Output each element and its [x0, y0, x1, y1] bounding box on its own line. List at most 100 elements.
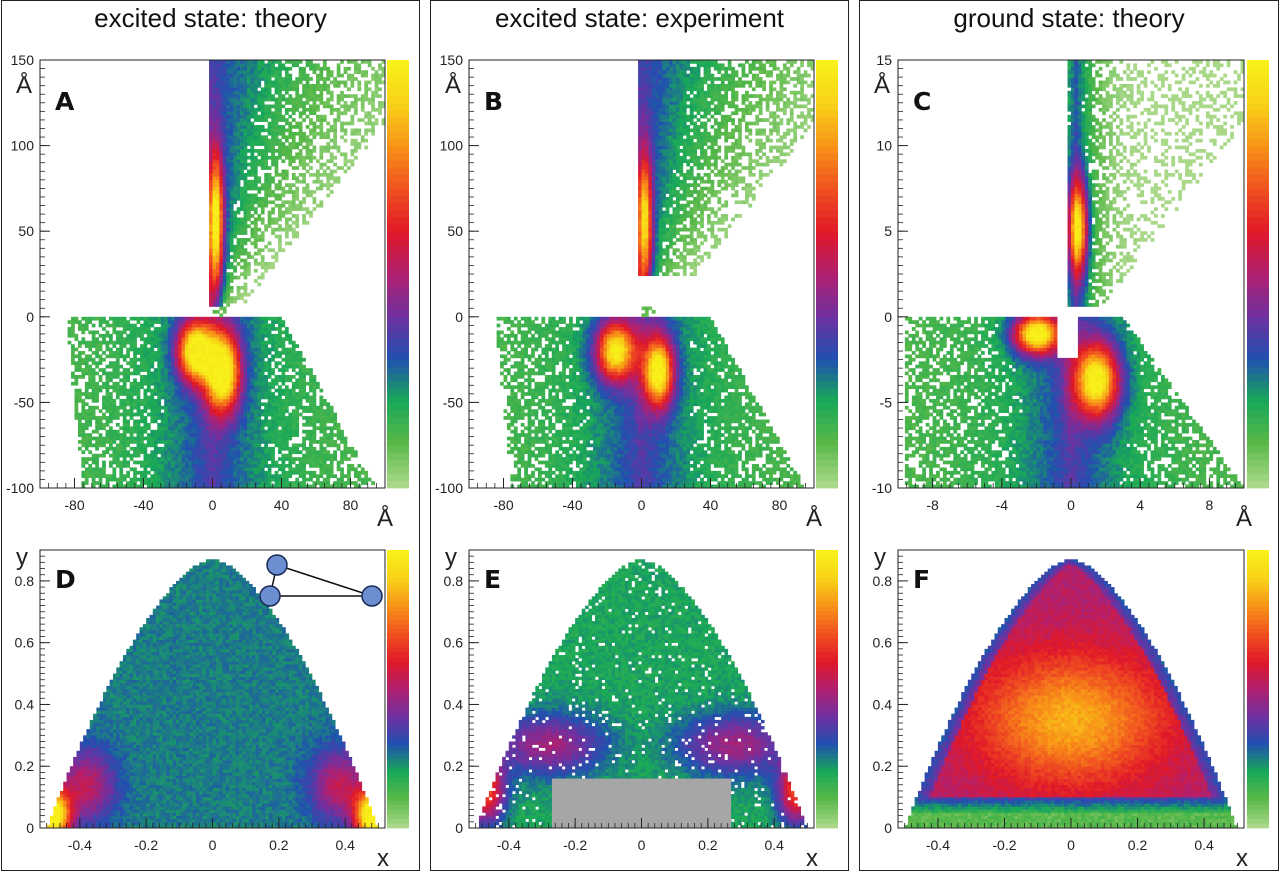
y-tick-label: 0.6: [444, 635, 464, 651]
x-tick-label: 4: [1136, 497, 1144, 513]
x-tick-label: 40: [274, 497, 290, 513]
x-tick-label: 80: [772, 497, 788, 513]
y-tick-label: 0.4: [15, 696, 35, 712]
x-tick-label: -8: [926, 497, 939, 513]
column-title: ground state: theory: [860, 3, 1278, 34]
panel-letter: A: [55, 87, 75, 116]
column-title: excited state: theory: [2, 3, 419, 34]
y-axis-label: Å: [874, 71, 890, 99]
y-axis-label: y: [445, 544, 457, 571]
y-tick-label: 0.4: [873, 696, 893, 712]
column-title: excited state: experiment: [431, 3, 848, 34]
x-tick-label: -80: [493, 497, 513, 513]
x-tick-label: 80: [343, 497, 359, 513]
y-tick-label: 0: [455, 309, 463, 325]
y-tick-label: 100: [440, 138, 464, 154]
x-tick-label: -40: [133, 497, 153, 513]
y-tick-label: 100: [11, 138, 35, 154]
y-axis-label: y: [16, 544, 28, 571]
atom-circle: [259, 585, 281, 607]
molecule-inset: [259, 554, 383, 607]
heatmap-cells: [496, 60, 815, 489]
colorbar: [816, 60, 838, 489]
y-tick-label: 0: [26, 820, 34, 836]
colorbar: [387, 550, 409, 829]
x-tick-label: 0: [1067, 837, 1075, 853]
y-tick-label: 0: [26, 309, 34, 325]
y-tick-label: 0: [455, 820, 463, 836]
y-tick-label: 50: [447, 223, 463, 239]
y-tick-label: 0.8: [15, 573, 35, 589]
x-tick-label: -0.4: [926, 837, 950, 853]
x-tick-label: 0.4: [335, 837, 355, 853]
panel-letter: B: [484, 87, 503, 116]
colorbar: [1247, 60, 1269, 489]
x-tick-label: 0.2: [269, 837, 289, 853]
x-tick-label: -40: [562, 497, 582, 513]
y-tick-label: 0.2: [873, 758, 893, 774]
heatmap-cells: [46, 559, 379, 829]
x-tick-label: 8: [1206, 497, 1214, 513]
y-tick-label: 0.2: [15, 758, 35, 774]
y-tick-label: -10: [872, 480, 892, 496]
x-tick-label: 0: [638, 497, 646, 513]
x-axis-label: Å: [377, 504, 393, 532]
y-axis-label: y: [874, 544, 886, 571]
x-tick-label: 0.2: [1128, 837, 1148, 853]
y-tick-label: 10: [876, 138, 892, 154]
x-axis-label: x: [377, 845, 389, 872]
y-tick-label: -100: [435, 480, 463, 496]
x-axis-label: x: [1236, 845, 1248, 872]
colorbar: [1247, 550, 1269, 829]
x-tick-label: -0.2: [563, 837, 587, 853]
x-tick-label: 40: [703, 497, 719, 513]
x-tick-label: 0.2: [698, 837, 718, 853]
y-tick-label: 15: [876, 52, 892, 68]
heatmap-cells: [67, 60, 386, 489]
x-axis-label: Å: [806, 504, 822, 532]
x-tick-label: 0: [209, 497, 217, 513]
x-tick-label: -4: [996, 497, 1009, 513]
panel-letter: E: [484, 565, 501, 594]
x-tick-label: -0.2: [134, 837, 158, 853]
y-tick-label: 0: [884, 309, 892, 325]
y-tick-label: 5: [884, 223, 892, 239]
y-tick-label: 0.2: [444, 758, 464, 774]
x-tick-label: 0.4: [764, 837, 784, 853]
x-tick-label: -0.4: [68, 837, 92, 853]
x-tick-label: 0: [638, 837, 646, 853]
panel-letter: F: [913, 565, 930, 594]
y-tick-label: 0: [884, 820, 892, 836]
x-axis-label: Å: [1236, 504, 1252, 532]
atom-circle: [361, 585, 383, 607]
y-axis-label: Å: [16, 71, 32, 99]
x-tick-label: 0: [209, 837, 217, 853]
x-axis-label: x: [806, 845, 818, 872]
panel-e: -0.4 -0.2 0 0.2 0.4 0 0.2 0.4 0.6 0.8 x yE: [444, 544, 838, 872]
heatmap-cells: [904, 60, 1245, 489]
y-tick-label: 150: [11, 52, 35, 68]
panel-letter: C: [913, 87, 931, 116]
heatmap-cells: [904, 559, 1238, 829]
y-tick-label: 0.6: [873, 635, 893, 651]
panel-f: -0.4 -0.2 0 0.2 0.4 0 0.2 0.4 0.6 0.8 x yF: [873, 544, 1269, 872]
atom-circle: [266, 554, 288, 576]
y-tick-label: 0.4: [444, 696, 464, 712]
panel-d: -0.4 -0.2 0 0.2 0.4 0 0.2 0.4 0.6 0.8 x yD: [15, 544, 409, 872]
y-tick-label: -5: [880, 394, 893, 410]
colorbar: [387, 60, 409, 489]
x-tick-label: -80: [64, 497, 84, 513]
y-tick-label: 0.8: [444, 573, 464, 589]
y-tick-label: 150: [440, 52, 464, 68]
y-tick-label: 0.6: [15, 635, 35, 651]
y-tick-label: -50: [14, 394, 34, 410]
y-tick-label: -50: [443, 394, 463, 410]
colorbar: [816, 550, 838, 829]
x-tick-label: 0: [1067, 497, 1075, 513]
y-axis-label: Å: [445, 71, 461, 99]
panel-letter: D: [55, 565, 76, 594]
